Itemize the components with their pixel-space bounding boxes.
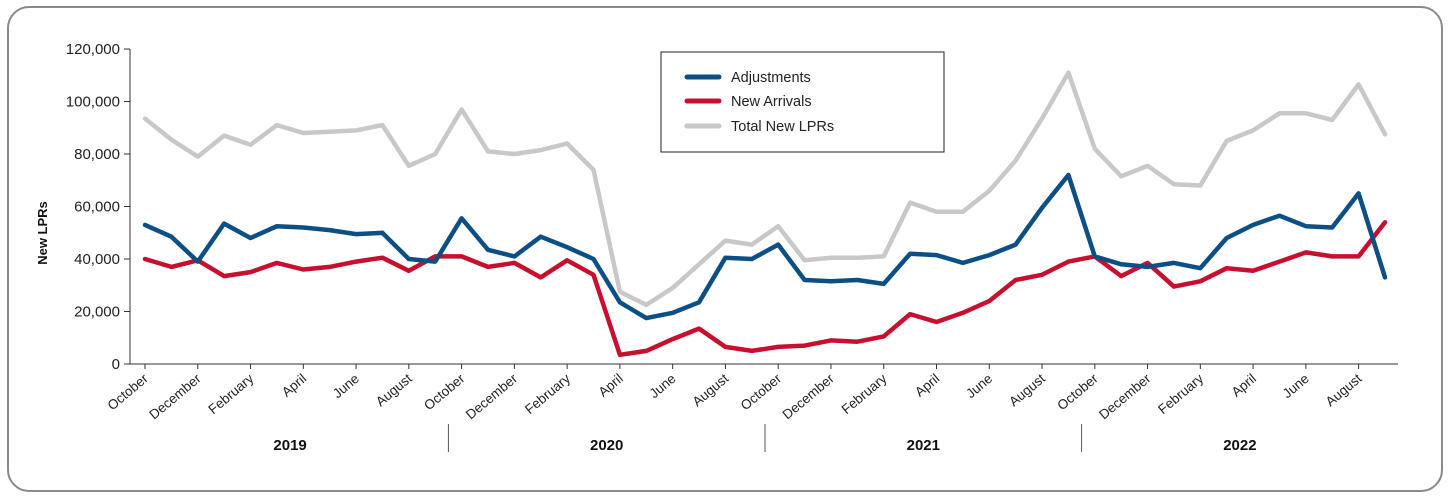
x-tick-label: October (421, 370, 468, 413)
series-line-new-arrivals (142, 220, 1388, 358)
y-tick-label: 120,000 (66, 41, 120, 58)
y-tick-label: 100,000 (66, 94, 120, 111)
x-tick-label: June (330, 371, 362, 401)
x-tick-label: December (463, 370, 521, 422)
y-tick-label: 40,000 (74, 251, 120, 268)
series-line-total-new-lprs (142, 70, 1388, 308)
legend-label-total-new-lprs: Total New LPRs (731, 119, 834, 135)
x-tick-label: June (963, 371, 995, 401)
x-tick-label: April (595, 371, 625, 400)
year-label: 2020 (590, 437, 623, 454)
legend-label-new-arrivals: New Arrivals (731, 94, 812, 110)
x-tick-label: December (146, 370, 204, 422)
y-axis: 0 20,000 40,000 60,000 80,000 100,000 120,000 (66, 41, 131, 373)
year-label: 2019 (273, 437, 306, 454)
x-tick-label: February (1155, 371, 1206, 417)
x-tick-label: June (647, 371, 679, 401)
x-tick-label: December (780, 370, 838, 422)
x-tick-label: June (1280, 371, 1312, 401)
x-tick-label: December (1096, 370, 1154, 422)
y-tick-label: 20,000 (74, 304, 120, 321)
year-label: 2021 (907, 437, 940, 454)
y-axis-label: New LPRs (35, 201, 50, 265)
x-tick-label: February (205, 371, 256, 417)
x-tick-label: August (1006, 371, 1048, 410)
year-label: 2022 (1223, 437, 1256, 454)
y-tick-label: 80,000 (74, 146, 120, 163)
x-tick-label: October (738, 370, 785, 413)
x-tick-label: April (279, 371, 309, 400)
series-lines (142, 70, 1388, 358)
x-tick-label: October (1054, 370, 1101, 413)
legend: Adjustments New Arrivals Total New LPRs (660, 51, 945, 153)
x-tick-label: August (373, 371, 415, 410)
x-tick-label: August (690, 371, 732, 410)
x-tick-label: April (912, 371, 942, 400)
series-line-adjustments (142, 172, 1388, 321)
x-tick-label: February (839, 371, 890, 417)
x-tick-label: April (1229, 371, 1259, 400)
x-tick-label: August (1323, 371, 1365, 410)
x-tick-label: February (522, 371, 573, 417)
y-tick-label: 0 (112, 356, 120, 373)
y-tick-label: 60,000 (74, 199, 120, 216)
x-tick-label: October (104, 370, 151, 413)
legend-label-adjustments: Adjustments (731, 70, 811, 86)
